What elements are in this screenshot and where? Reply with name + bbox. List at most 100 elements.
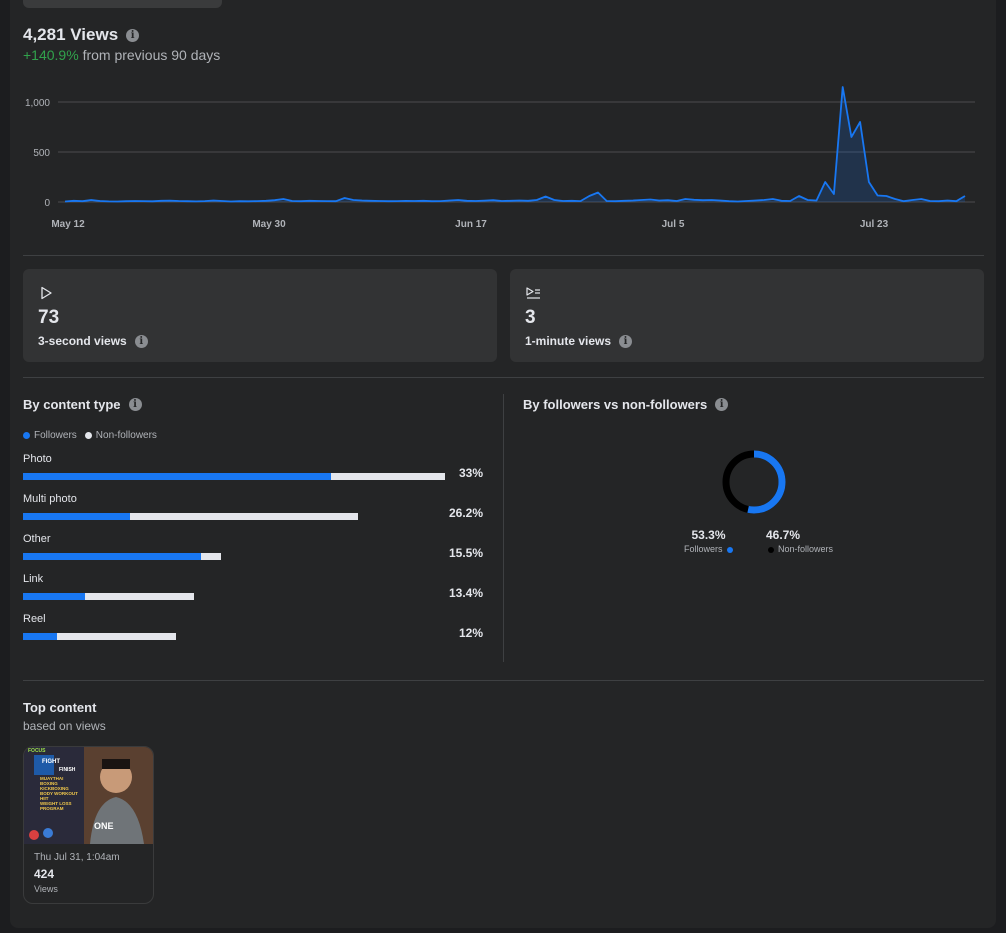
three-second-views-label-row: 3-second views i [38,334,148,348]
info-icon[interactable]: i [715,398,729,411]
x-tick-label: May 12 [51,219,85,230]
content-type-title: By content type i [23,397,142,412]
followers-donut-chart [722,450,786,514]
post-views-label: Views [34,884,58,894]
series-area [65,87,965,202]
content-type-bar [23,473,445,480]
info-icon[interactable]: i [619,334,633,348]
thumb-text: FIGHT [42,759,60,765]
content-type-pct: 26.2% [448,506,483,520]
thumb-text: WEIGHT LOSS [40,801,72,806]
content-type-bar [23,513,359,520]
post-views-count: 424 [34,867,55,881]
x-tick-label: Jul 23 [860,219,889,230]
non-followers-dot [84,431,92,439]
x-tick-label: May 30 [252,219,286,230]
top-content-card[interactable]: FOCUS FIGHT FINISH MUAYTHAI BOXING KICKB… [23,746,154,904]
followers-dot [23,431,30,439]
one-minute-views-label-row: 1-minute views i [525,334,633,348]
change-suffix: from previous 90 days [82,47,221,63]
followers-pct: 53.3% [691,528,726,542]
non-followers-pct: 46.7% [766,528,801,542]
content-type-bar [23,633,177,640]
non-followers-label: 46.7% Non-followers [766,528,833,554]
thumb-text: FOCUS [28,748,46,754]
top-content-title: Top content [23,700,97,715]
one-minute-views-label: 1-minute views [525,334,612,348]
vertical-divider [503,394,504,662]
followers-split-title: By followers vs non-followers i [523,397,729,412]
content-type-name: Reel [23,613,46,625]
three-second-views-card: 73 3-second views i [23,269,497,362]
thumb-text: KICKBOXING [40,786,69,791]
y-tick-label: 1,000 [25,98,50,109]
legend-non-followers: Non-followers [84,430,157,441]
content-type-pct: 33% [458,466,483,480]
y-tick-label: 0 [44,198,50,209]
thumb-text: PROGRAM [40,806,64,811]
content-type-pct: 12% [458,626,483,640]
change-percent: +140.9% [23,47,79,63]
non-followers-dot [768,546,774,553]
top-content-subtitle: based on views [23,719,106,733]
info-icon[interactable]: i [128,398,142,411]
non-followers-name: Non-followers [778,544,834,554]
content-type-pct: 15.5% [448,546,483,560]
thumb-text: BODY WORKOUT [40,791,78,796]
content-type-row: Multi photo 26.2% [23,493,483,520]
post-date: Thu Jul 31, 1:04am [34,852,120,863]
info-icon[interactable]: i [134,334,148,348]
followers-bar-fill [23,553,202,560]
post-thumbnail: FOCUS FIGHT FINISH MUAYTHAI BOXING KICKB… [24,747,153,844]
y-tick-label: 500 [33,148,50,159]
followers-label: 53.3% Followers [684,528,734,554]
content-type-pct: 13.4% [448,586,483,600]
content-type-row: Other 15.5% [23,533,483,560]
views-header: 4,281 Views i [23,25,140,45]
content-type-bar [23,553,222,560]
views-change: +140.9% from previous 90 days [23,47,220,63]
thumb-text: BOXING [40,781,58,786]
content-type-legend: Followers Non-followers [23,430,157,441]
thumb-text: HIIT [40,796,49,801]
followers-bar-fill [23,633,57,640]
info-icon[interactable]: i [126,28,140,42]
series-line [64,86,966,203]
views-total: 4,281 Views [23,25,119,44]
play-icon [41,286,52,300]
x-tick-label: Jul 5 [662,219,685,230]
divider [23,680,984,681]
legend-followers-label: Followers [34,430,77,441]
content-type-name: Photo [23,453,52,465]
one-minute-views-card: 3 1-minute views i [510,269,984,362]
content-type-name: Other [23,533,51,545]
thumb-text: FINISH [59,767,76,773]
legend-non-followers-label: Non-followers [95,430,157,441]
thumb-text: MUAYTHAI [40,776,63,781]
top-tab-button[interactable] [23,0,222,8]
divider [23,255,984,256]
divider [23,377,984,378]
content-type-title-text: By content type [23,397,121,412]
content-type-name: Link [23,573,44,585]
x-tick-label: Jun 17 [455,219,487,230]
followers-name: Followers [684,544,723,554]
content-type-row: Link 13.4% [23,573,483,600]
content-type-row: Photo 33% [23,453,483,480]
content-type-bar [23,593,195,600]
thumb-text: ONE [94,821,114,831]
three-second-views-value: 73 [38,307,60,328]
one-minute-views-value: 3 [525,307,536,328]
followers-bar-fill [23,473,332,480]
followers-split-title-text: By followers vs non-followers [523,397,708,412]
followers-bar-fill [23,513,131,520]
followers-bar-fill [23,593,85,600]
legend-followers: Followers [23,430,77,441]
donut-followers-slice [722,450,786,514]
content-type-row: Reel 12% [23,613,483,640]
content-type-name: Multi photo [23,493,77,505]
play-list-icon [526,287,540,299]
followers-dot [727,546,734,553]
three-second-views-label: 3-second views [38,334,127,348]
